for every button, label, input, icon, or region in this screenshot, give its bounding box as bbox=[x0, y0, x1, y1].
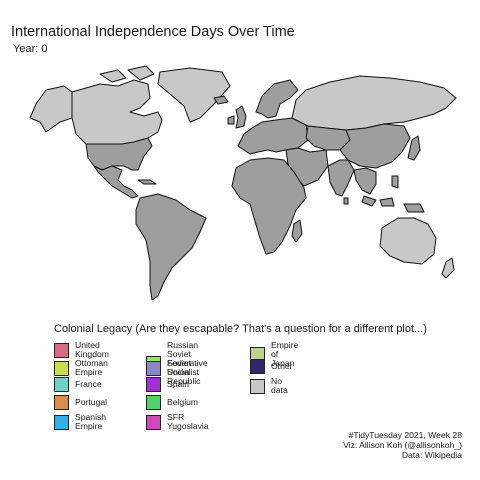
year-label: Year: 0 bbox=[13, 43, 48, 55]
legend-item: Spanish Empire bbox=[54, 413, 106, 431]
legend-label: Belgium bbox=[167, 397, 199, 407]
legend-label: United Kingdom bbox=[75, 340, 109, 359]
caption-line-3: Data: Wikipedia bbox=[401, 450, 462, 460]
new-guinea bbox=[403, 203, 425, 213]
legend-label: No data bbox=[271, 376, 288, 395]
caption-line-2: Viz: Allison Koh (@allisonkoh_) bbox=[343, 440, 462, 450]
legend-swatch bbox=[146, 414, 161, 430]
mexico bbox=[93, 165, 139, 199]
philippines bbox=[391, 175, 399, 189]
canada bbox=[71, 79, 163, 145]
legend-label: Other bbox=[271, 361, 293, 371]
arctic-islands-2 bbox=[127, 65, 155, 81]
legend-item: United Kingdom bbox=[54, 341, 109, 359]
caption: #TidyTuesday 2021, Week 28 Viz: Allison … bbox=[343, 430, 462, 460]
legend-item: Portugal bbox=[54, 395, 107, 410]
legend-label: Soviet Union bbox=[167, 358, 191, 377]
legend-item: Spain bbox=[146, 377, 189, 392]
legend-title: Colonial Legacy (Are they escapable? Tha… bbox=[54, 323, 427, 335]
sri-lanka bbox=[343, 197, 349, 205]
legend-item: France bbox=[54, 377, 102, 392]
legend-item: Other bbox=[250, 359, 293, 374]
legend-swatch bbox=[250, 378, 265, 394]
legend-item: Soviet Union bbox=[146, 359, 191, 377]
legend-label: Russian Soviet Federative Socialist Repu… bbox=[167, 340, 208, 386]
scandinavia bbox=[255, 79, 299, 119]
iceland bbox=[213, 95, 229, 105]
madagascar bbox=[291, 219, 303, 243]
plot-title: International Independence Days Over Tim… bbox=[11, 24, 295, 40]
south-america bbox=[135, 193, 207, 301]
legend-item: Empire of Japan bbox=[250, 341, 298, 368]
caption-line-1: #TidyTuesday 2021, Week 28 bbox=[348, 430, 462, 440]
legend-swatch bbox=[54, 360, 69, 376]
great-britain bbox=[235, 105, 247, 129]
legend-swatch bbox=[146, 360, 161, 376]
legend-label: Ottoman Empire bbox=[75, 358, 108, 377]
legend-swatch bbox=[146, 377, 161, 392]
legend-swatch bbox=[146, 395, 161, 410]
southeast-asia bbox=[353, 167, 377, 195]
japan bbox=[407, 135, 421, 161]
legend-item: No data bbox=[250, 377, 288, 395]
china bbox=[339, 123, 411, 169]
arctic-islands bbox=[99, 69, 127, 83]
legend-swatch bbox=[54, 395, 69, 410]
russia bbox=[291, 75, 457, 131]
legend-label: Spanish Empire bbox=[75, 412, 107, 431]
legend-item: SFR Yugoslavia bbox=[146, 413, 209, 431]
india bbox=[327, 159, 355, 197]
cuba bbox=[137, 179, 157, 185]
greenland bbox=[157, 67, 231, 123]
legend-label: Empire of Japan bbox=[271, 340, 299, 368]
legend-swatch bbox=[250, 359, 265, 374]
legend-item: Ottoman Empire bbox=[54, 359, 108, 377]
africa bbox=[231, 157, 307, 255]
legend-label: SFR Yugoslavia bbox=[167, 412, 209, 431]
legend-label: Portugal bbox=[75, 397, 108, 407]
australia bbox=[379, 217, 437, 265]
new-zealand bbox=[441, 257, 455, 279]
indonesia-a bbox=[361, 195, 377, 207]
alaska bbox=[29, 85, 73, 133]
indonesia-b bbox=[379, 197, 395, 207]
legend-label: Spain bbox=[167, 379, 189, 389]
legend-swatch bbox=[54, 342, 69, 358]
ireland bbox=[227, 115, 235, 125]
legend-swatch bbox=[54, 414, 69, 430]
legend-swatch bbox=[54, 377, 69, 392]
legend-item: Belgium bbox=[146, 395, 198, 410]
legend-label: France bbox=[75, 379, 102, 389]
